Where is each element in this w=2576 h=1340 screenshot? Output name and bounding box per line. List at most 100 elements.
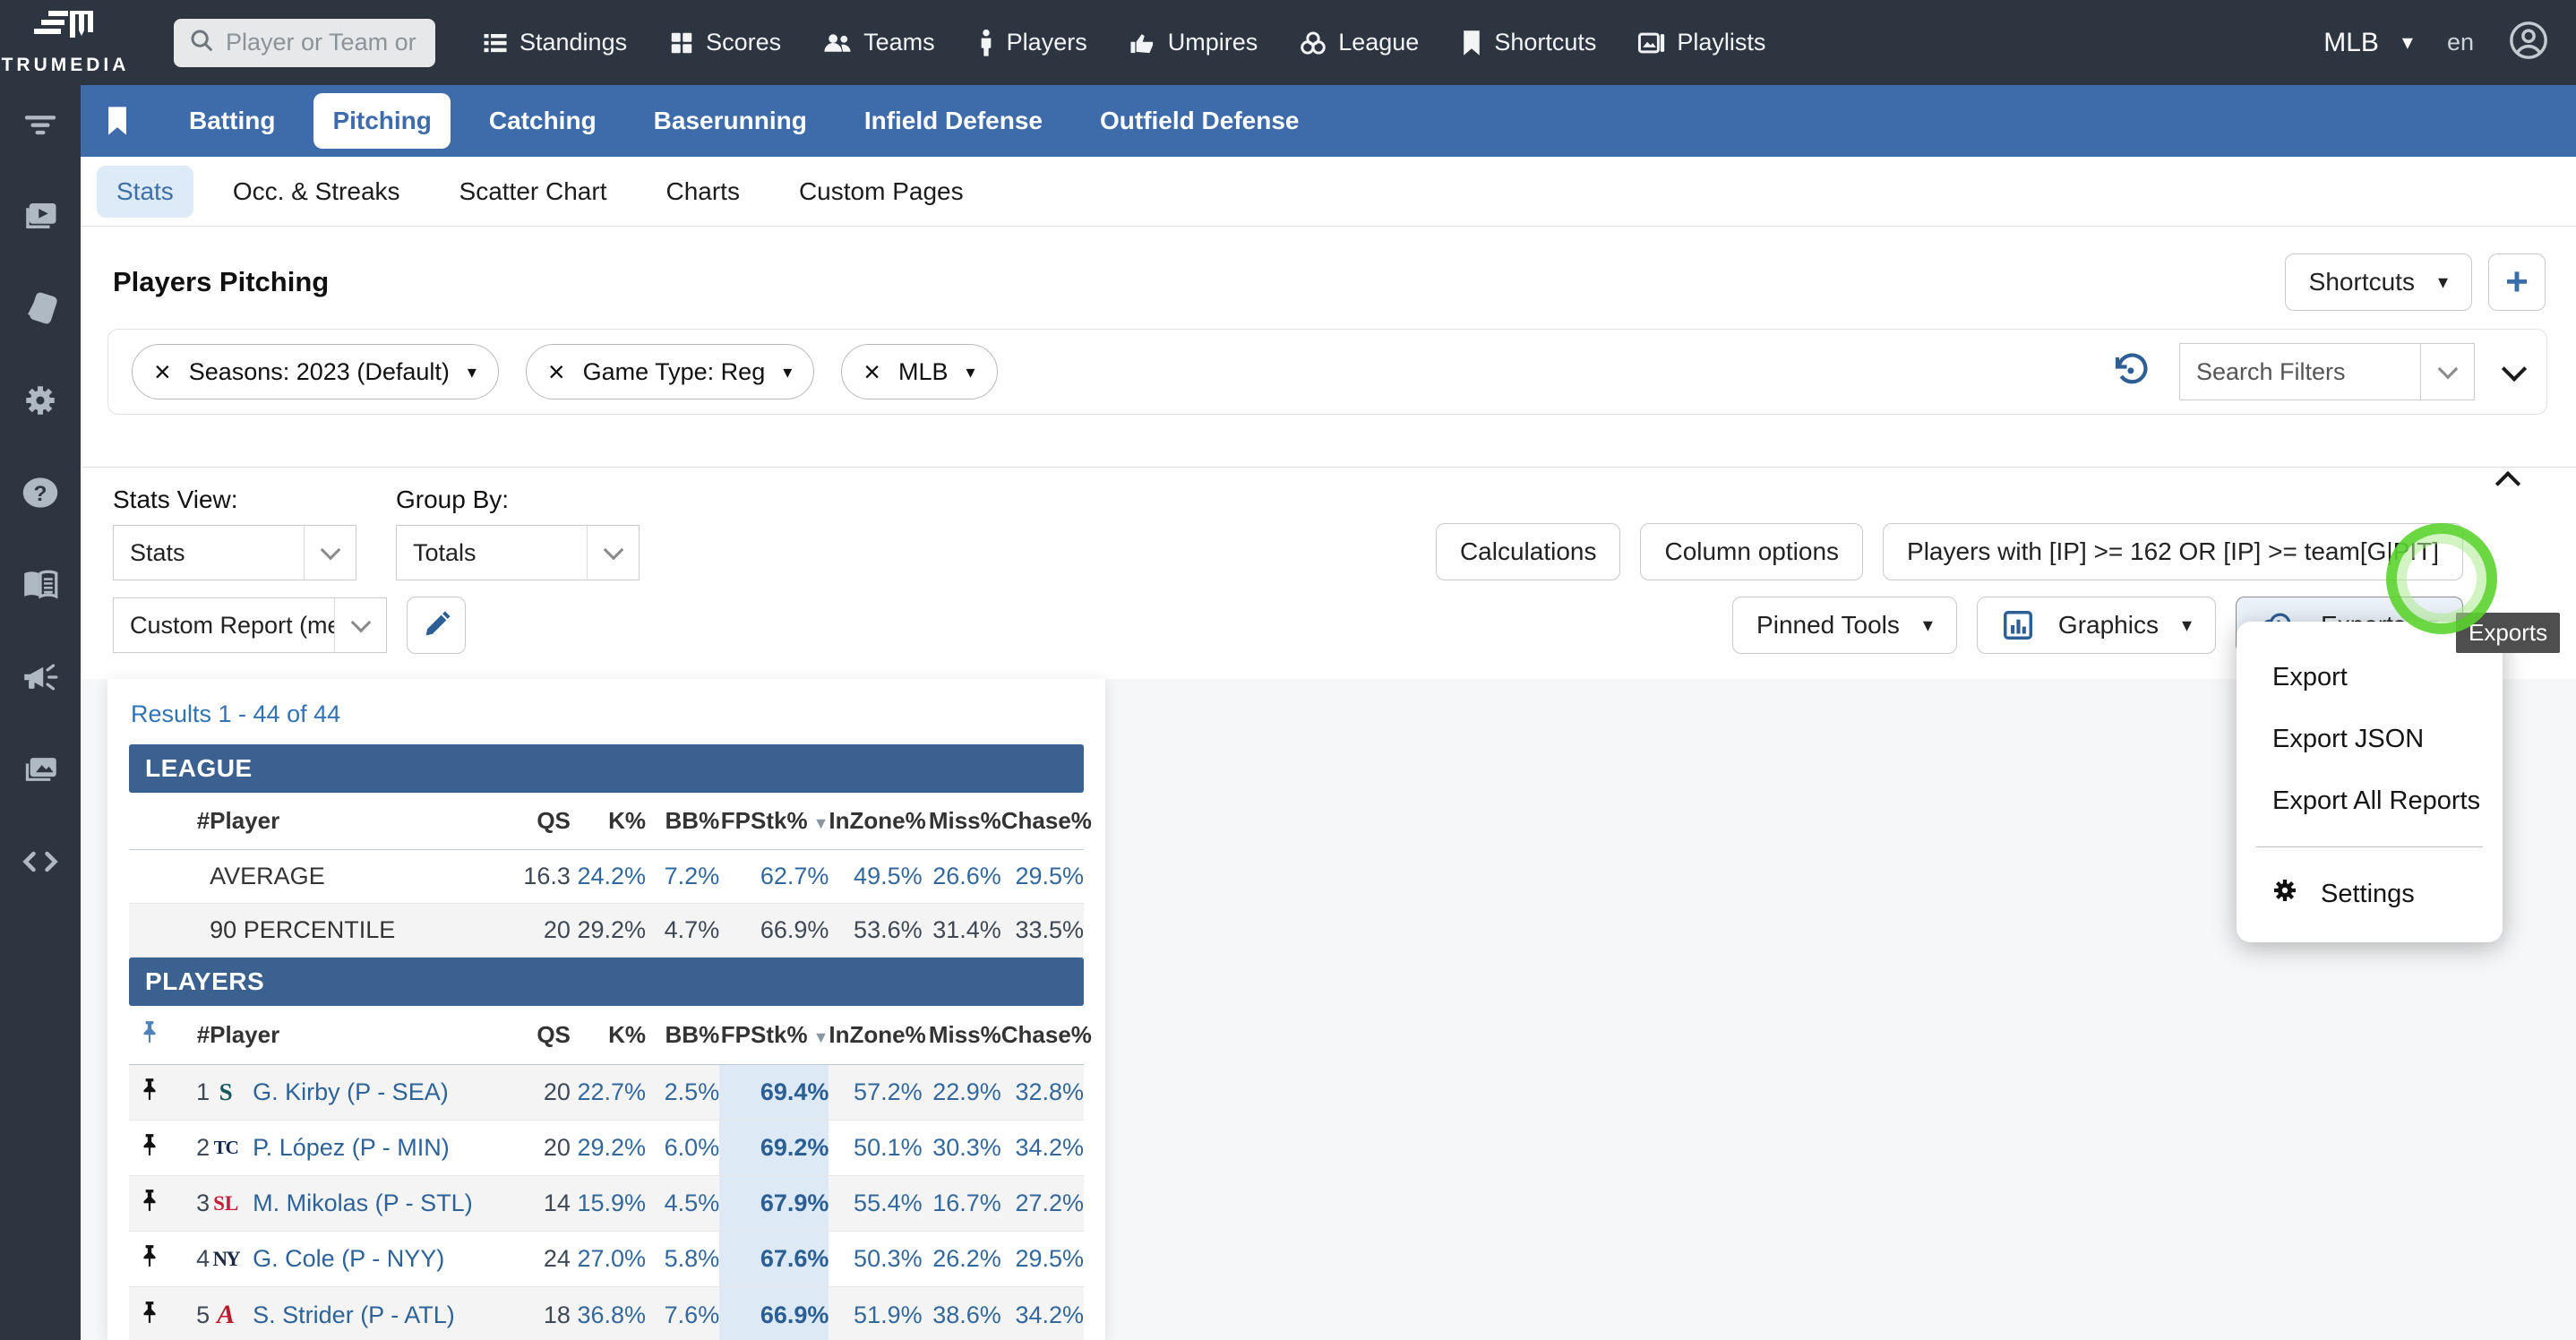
stats-view-select[interactable]: Stats	[113, 525, 356, 580]
col-k[interactable]: K%	[570, 793, 647, 850]
main-content: Batting Pitching Catching Baserunning In…	[81, 85, 2576, 1340]
filter-chip-mlb[interactable]: × MLB ▾	[841, 344, 998, 399]
global-search[interactable]	[174, 18, 435, 67]
filter-chip-game-type[interactable]: × Game Type: Reg ▾	[525, 344, 815, 399]
language-selector[interactable]: en	[2446, 29, 2474, 56]
col-player[interactable]: Player	[210, 1006, 502, 1065]
video-library-icon[interactable]	[21, 197, 59, 235]
flashcards-icon[interactable]	[21, 289, 59, 327]
menu-item-export[interactable]: Export	[2272, 663, 2348, 691]
chevron-down-icon: ▾	[783, 362, 793, 382]
results-count-link[interactable]: Results 1 - 44 of 44	[131, 700, 341, 727]
nav-playlists[interactable]: Playlists	[1637, 29, 1765, 56]
player-link[interactable]: S. Strider (P - ATL)	[253, 1301, 455, 1328]
col-bb[interactable]: BB%	[646, 1006, 720, 1065]
brand-logo[interactable]: TRUMEDIA	[2, 9, 125, 76]
remove-filter-icon[interactable]: ×	[547, 356, 565, 388]
custom-report-select[interactable]: Custom Report (me)	[113, 597, 387, 653]
help-icon[interactable]: ?	[21, 474, 59, 511]
col-inzone[interactable]: InZone%	[829, 793, 926, 850]
pinned-tools-button[interactable]: Pinned Tools ▾	[1732, 597, 1957, 654]
settings-gear-icon[interactable]	[21, 382, 59, 419]
bookmark-icon[interactable]	[106, 106, 129, 136]
menu-item-settings[interactable]: Settings	[2237, 862, 2503, 919]
col-bb[interactable]: BB%	[646, 793, 720, 850]
pin-icon[interactable]	[138, 1301, 161, 1324]
sub-nav: Stats Occ. & Streaks Scatter Chart Chart…	[81, 157, 2576, 227]
player-link[interactable]: G. Cole (P - NYY)	[253, 1245, 445, 1272]
standings-list-icon	[484, 33, 507, 52]
pin-icon[interactable]	[138, 1189, 161, 1212]
pin-icon[interactable]	[138, 1133, 161, 1156]
search-filters-input[interactable]	[2180, 357, 2420, 386]
tab-baserunning[interactable]: Baserunning	[653, 107, 807, 134]
nav-scores[interactable]: Scores	[668, 29, 781, 56]
tab-stats[interactable]: Stats	[97, 165, 193, 218]
docs-book-icon[interactable]	[21, 566, 59, 604]
pin-icon[interactable]	[138, 1244, 161, 1267]
menu-item-export-json[interactable]: Export JSON	[2272, 725, 2425, 753]
pin-icon[interactable]	[138, 1078, 161, 1101]
group-by-select[interactable]: Totals	[396, 525, 640, 580]
player-link[interactable]: G. Kirby (P - SEA)	[253, 1078, 449, 1105]
col-miss[interactable]: Miss%	[922, 793, 1001, 850]
top-bar: TRUMEDIA Standings Scores Teams P	[0, 0, 2576, 85]
user-avatar[interactable]	[2508, 20, 2549, 65]
player-link[interactable]: M. Mikolas (P - STL)	[253, 1190, 473, 1216]
col-k[interactable]: K%	[570, 1006, 647, 1065]
col-rank[interactable]: #	[170, 793, 210, 850]
nav-umpires[interactable]: Umpires	[1129, 29, 1258, 56]
tab-outfield-defense[interactable]: Outfield Defense	[1099, 107, 1300, 134]
collapse-filters-icon[interactable]	[2501, 356, 2528, 382]
shortcuts-button[interactable]: Shortcuts ▾	[2284, 253, 2472, 311]
tab-occ-streaks[interactable]: Occ. & Streaks	[232, 176, 400, 205]
graphics-button[interactable]: Graphics ▾	[1976, 597, 2217, 654]
league-selector[interactable]: MLB ▾	[2323, 27, 2413, 57]
col-player[interactable]: Player	[210, 793, 502, 850]
announcements-megaphone-icon[interactable]	[21, 658, 59, 696]
pencil-icon	[425, 611, 451, 636]
tab-custom-pages[interactable]: Custom Pages	[798, 176, 964, 205]
tab-charts[interactable]: Charts	[665, 176, 740, 205]
col-fpstk[interactable]: FPStk% ▼	[719, 793, 829, 850]
tab-infield-defense[interactable]: Infield Defense	[863, 107, 1043, 134]
tab-pitching[interactable]: Pitching	[313, 93, 451, 149]
filter-chip-seasons[interactable]: × Seasons: 2023 (Default) ▾	[132, 344, 499, 399]
search-filters-field[interactable]	[2179, 343, 2475, 400]
col-miss[interactable]: Miss%	[922, 1006, 1001, 1065]
tab-catching[interactable]: Catching	[488, 107, 597, 134]
col-chase[interactable]: Chase%	[1000, 1006, 1092, 1065]
code-icon[interactable]	[21, 843, 59, 880]
search-input[interactable]	[226, 29, 421, 56]
filter-history-icon[interactable]	[2111, 351, 2149, 393]
player-link[interactable]: P. López (P - MIN)	[253, 1134, 450, 1161]
col-fpstk[interactable]: FPStk% ▼	[719, 1006, 829, 1065]
col-qs[interactable]: QS	[502, 1006, 571, 1065]
col-inzone[interactable]: InZone%	[829, 1006, 926, 1065]
nav-league[interactable]: League	[1299, 29, 1419, 56]
add-button[interactable]: +	[2488, 253, 2546, 311]
nav-teams[interactable]: Teams	[822, 29, 935, 56]
stats-table-card: Results 1 - 44 of 44 LEAGUE # Player QS …	[107, 679, 1105, 1340]
media-gallery-icon[interactable]	[21, 751, 59, 788]
nav-standings[interactable]: Standings	[482, 29, 627, 56]
col-rank[interactable]: #	[170, 1006, 210, 1065]
chart-icon	[2001, 608, 2035, 642]
edit-report-button[interactable]	[407, 597, 466, 654]
col-chase[interactable]: Chase%	[1000, 793, 1092, 850]
players-filter-button[interactable]: Players with [IP] >= 162 OR [IP] >= team…	[1883, 523, 2463, 580]
pin-all-header[interactable]	[129, 1006, 171, 1065]
column-options-button[interactable]: Column options	[1640, 523, 1864, 580]
menu-item-export-all-reports[interactable]: Export All Reports	[2272, 786, 2481, 815]
pin-icon	[138, 1020, 161, 1044]
nav-players[interactable]: Players	[976, 29, 1087, 57]
search-filters-dropdown[interactable]	[2420, 344, 2474, 399]
remove-filter-icon[interactable]: ×	[154, 356, 171, 388]
tab-scatter-chart[interactable]: Scatter Chart	[459, 176, 607, 205]
tab-batting[interactable]: Batting	[189, 107, 276, 134]
col-qs[interactable]: QS	[502, 793, 571, 850]
calculations-button[interactable]: Calculations	[1435, 523, 1621, 580]
nav-shortcuts[interactable]: Shortcuts	[1460, 29, 1596, 56]
remove-filter-icon[interactable]: ×	[863, 356, 880, 388]
filter-icon[interactable]	[21, 105, 59, 142]
